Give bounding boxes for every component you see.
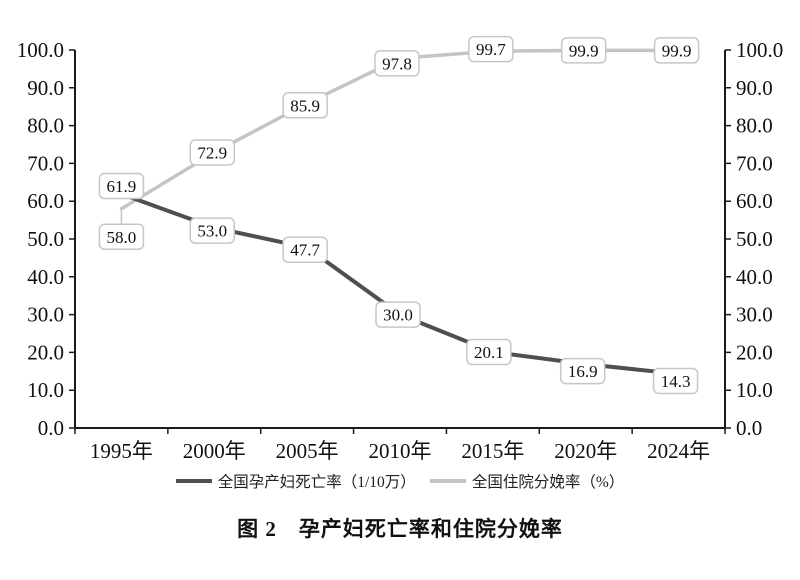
x-axis-tick-label: 2020年 <box>554 439 617 463</box>
chart-legend: 全国孕产妇死亡率（1/10万） 全国住院分娩率（%） <box>0 470 800 492</box>
data-label-box-hospital-delivery-rate <box>560 37 607 64</box>
data-label-box-maternal-mortality-rate <box>98 172 145 200</box>
data-label-maternal-mortality-rate: 53.0 <box>197 222 227 241</box>
y-axis-tick-label-left: 50.0 <box>27 227 64 251</box>
data-label-maternal-mortality-rate: 16.9 <box>568 362 598 381</box>
data-label-hospital-delivery-rate: 58.0 <box>107 228 137 247</box>
y-axis-tick-label-left: 10.0 <box>27 378 64 402</box>
legend-label-hospital-delivery: 全国住院分娩率（%） <box>471 474 625 491</box>
y-axis-tick-label-right: 30.0 <box>736 303 773 327</box>
data-label-hospital-delivery-rate: 99.9 <box>569 41 599 60</box>
data-label-box-hospital-delivery-rate <box>653 37 700 64</box>
data-label-box-maternal-mortality-rate <box>375 301 421 328</box>
axis-ticks <box>69 49 731 434</box>
y-axis-tick-label-left: 60.0 <box>27 189 64 213</box>
axis-frame <box>74 50 726 429</box>
data-label-box-maternal-mortality-rate <box>282 236 328 263</box>
y-axis-tick-label-left: 0.0 <box>38 416 64 440</box>
y-axis-tick-label-left: 100.0 <box>17 38 64 62</box>
x-axis-tick-label: 2024年 <box>647 439 710 463</box>
x-axis-tick-label: 1995年 <box>90 439 153 463</box>
data-label-box-hospital-delivery-rate <box>98 223 145 251</box>
y-axis-tick-label-left: 70.0 <box>27 151 64 175</box>
data-label-box-maternal-mortality-rate <box>466 338 512 366</box>
x-axis-tick-label: 2010年 <box>369 439 432 463</box>
y-axis-tick-label-right: 10.0 <box>736 378 773 402</box>
legend-item-hospital-delivery: 全国住院分娩率（%） <box>429 470 625 492</box>
data-label-hospital-delivery-rate: 97.8 <box>382 54 412 73</box>
y-axis-tick-label-right: 100.0 <box>736 38 783 62</box>
legend-item-maternal-mortality: 全国孕产妇死亡率（1/10万） <box>175 470 416 492</box>
data-label-box-hospital-delivery-rate <box>468 35 514 63</box>
y-axis-tick-label-right: 50.0 <box>736 227 773 251</box>
y-axis-tick-label-right: 80.0 <box>736 114 773 138</box>
maternal-mortality-line-swatch <box>175 479 212 483</box>
data-label-maternal-mortality-rate: 61.9 <box>107 177 137 196</box>
y-axis-tick-label-right: 60.0 <box>736 189 773 213</box>
y-axis-tick-label-right: 0.0 <box>736 416 762 440</box>
y-axis-tick-label-left: 40.0 <box>27 265 64 289</box>
data-label-hospital-delivery-rate: 99.7 <box>476 40 506 59</box>
hospital-delivery-line-swatch <box>429 479 466 483</box>
y-axis-tick-label-left: 20.0 <box>27 340 64 364</box>
data-label-maternal-mortality-rate: 47.7 <box>290 241 320 260</box>
y-axis-tick-label-right: 90.0 <box>736 76 773 100</box>
data-label-box-hospital-delivery-rate <box>282 92 328 119</box>
data-label-hospital-delivery-rate: 99.9 <box>662 41 692 60</box>
data-label-maternal-mortality-rate: 20.1 <box>474 343 504 362</box>
legend-label-maternal-mortality: 全国孕产妇死亡率（1/10万） <box>217 474 416 491</box>
data-label-box-maternal-mortality-rate <box>189 217 236 244</box>
y-axis-tick-label-left: 90.0 <box>27 76 64 100</box>
y-axis-tick-label-right: 40.0 <box>736 265 773 289</box>
data-label-maternal-mortality-rate: 30.0 <box>383 306 413 325</box>
y-axis-tick-label-left: 80.0 <box>27 114 64 138</box>
figure-caption: 图 2 孕产妇死亡率和住院分娩率 <box>237 517 563 541</box>
data-label-hospital-delivery-rate: 72.9 <box>197 143 227 162</box>
data-label-maternal-mortality-rate: 14.3 <box>661 372 691 391</box>
data-label-box-maternal-mortality-rate <box>652 367 699 395</box>
y-axis-tick-label-left: 30.0 <box>27 303 64 327</box>
y-axis-tick-label-right: 20.0 <box>736 340 773 364</box>
data-label-box-maternal-mortality-rate <box>559 357 606 385</box>
data-label-hospital-delivery-rate: 85.9 <box>290 96 320 115</box>
y-axis-tick-label-right: 70.0 <box>736 151 773 175</box>
x-axis-tick-label: 2005年 <box>276 439 339 463</box>
x-axis-tick-label: 2015年 <box>461 439 524 463</box>
dual-axis-line-chart: 0.0 0.0 10.0 10.0 20.0 20.0 30.0 30.0 40.0 40.0 50… <box>17 35 783 463</box>
data-label-box-hospital-delivery-rate <box>374 50 420 77</box>
data-label-box-hospital-delivery-rate <box>189 139 236 166</box>
x-axis-tick-label: 2000年 <box>183 439 246 463</box>
